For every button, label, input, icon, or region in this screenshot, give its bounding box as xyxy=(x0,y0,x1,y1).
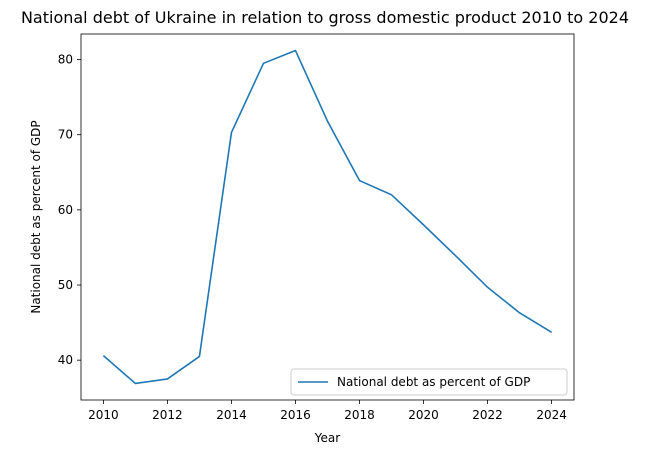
x-tick-label: 2014 xyxy=(216,408,247,422)
plot-area: 2010 2012 2014 2016 2018 2020 2022 2024 40 50 60 70… xyxy=(58,33,575,422)
y-tick-label: 80 xyxy=(58,53,73,67)
y-tick-label: 60 xyxy=(58,203,73,217)
x-tick-label: 2020 xyxy=(408,408,439,422)
series-line xyxy=(102,49,553,385)
y-tick-label: 50 xyxy=(58,278,73,292)
legend-box xyxy=(290,368,568,396)
plot-frame xyxy=(80,33,575,401)
x-tick-label: 2022 xyxy=(472,408,503,422)
y-axis-label: National debt as percent of GDP xyxy=(29,120,43,313)
x-tick-label: 2024 xyxy=(536,408,567,422)
y-tick-label: 70 xyxy=(58,128,73,142)
y-tick-label: 40 xyxy=(58,353,73,367)
legend: National debt as percent of GDP xyxy=(290,368,568,396)
chart-title: National debt of Ukraine in relation to … xyxy=(21,8,629,27)
x-tick-label: 2016 xyxy=(280,408,311,422)
x-tick-label: 2012 xyxy=(152,408,183,422)
x-tick-label: 2018 xyxy=(344,408,375,422)
x-tick-label: 2010 xyxy=(88,408,119,422)
x-axis-label: Year xyxy=(314,431,340,445)
legend-label: National debt as percent of GDP xyxy=(337,375,530,389)
